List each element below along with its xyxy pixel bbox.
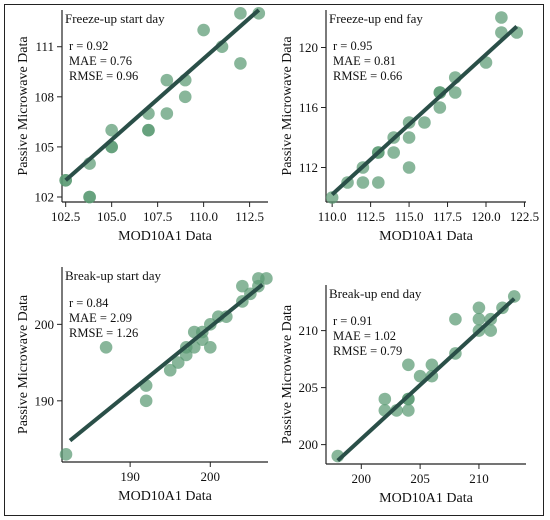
chart-panel-1: 102.5 105.0 107.5 110.0 112.5 102 105 108 111 MOD…	[16, 7, 268, 244]
x-tick-label: 200	[201, 469, 221, 484]
data-point	[378, 392, 392, 406]
data-point	[105, 123, 118, 137]
stat-mae: MAE = 1.02	[333, 329, 396, 343]
y-tick-label: 120	[299, 40, 319, 55]
data-point	[484, 324, 498, 337]
data-point	[203, 340, 217, 354]
data-point	[234, 7, 247, 20]
data-point	[160, 107, 174, 120]
chart-title: Freeze-up end fay	[329, 11, 423, 26]
data-point	[449, 312, 462, 326]
data-point	[236, 279, 249, 293]
data-point	[99, 340, 113, 354]
x-tick-label: 205	[410, 471, 430, 486]
chart-title: Break-up end day	[329, 286, 422, 301]
figure-frame	[4, 4, 544, 516]
stat-rmse: RMSE = 0.66	[333, 69, 402, 83]
x-tick-label: 210	[469, 471, 489, 486]
stat-r: r = 0.91	[333, 314, 372, 328]
chart-title: Freeze-up start day	[65, 11, 165, 26]
regression-line	[68, 283, 264, 443]
data-point	[418, 116, 431, 129]
stat-rmse: RMSE = 0.96	[69, 69, 138, 83]
x-tick-label: 122.5	[510, 209, 539, 224]
chart-panel-4: 200 205 210 200 205 210 MOD10A1 Data Passive Mi…	[280, 285, 526, 506]
x-tick-label: 117.5	[433, 209, 462, 224]
y-tick-label: 111	[35, 39, 54, 54]
x-tick-label: 120.0	[471, 209, 500, 224]
x-tick-label: 115.0	[395, 209, 424, 224]
x-tick-label: 107.5	[143, 209, 172, 224]
chart-panel-2: 110.0 112.5 115.0 117.5 120.0 122.5 112 116 120 M…	[280, 10, 539, 244]
data-point	[402, 131, 416, 144]
stat-rmse: RMSE = 0.79	[333, 344, 402, 358]
regression-line	[330, 25, 519, 196]
data-point	[197, 23, 210, 37]
data-point	[433, 101, 447, 114]
stat-r: r = 0.84	[69, 296, 109, 310]
chart-title: Break-up start day	[65, 268, 162, 283]
data-point	[402, 392, 415, 406]
y-tick-label: 200	[299, 437, 319, 452]
data-point	[402, 404, 415, 417]
stat-r: r = 0.95	[333, 39, 372, 53]
x-tick-label: 102.5	[51, 209, 80, 224]
stat-mae: MAE = 2.09	[69, 311, 132, 325]
data-point	[178, 90, 192, 104]
y-tick-label: 112	[299, 160, 318, 175]
y-tick-label: 102	[35, 189, 55, 204]
stat-mae: MAE = 0.81	[333, 54, 396, 68]
data-point	[325, 191, 339, 204]
y-tick-label: 205	[299, 380, 319, 395]
x-tick-label: 110.0	[318, 209, 347, 224]
data-point	[171, 356, 185, 369]
regression-line	[336, 297, 516, 463]
x-axis-label: MOD10A1 Data	[118, 229, 212, 244]
x-tick-label: 112.5	[235, 209, 264, 224]
data-point	[260, 272, 273, 285]
data-point	[425, 358, 439, 372]
data-point	[356, 176, 370, 189]
y-axis-label: Passive Microwave Data	[280, 304, 295, 444]
x-axis-label: MOD10A1 Data	[379, 229, 473, 244]
data-point	[59, 448, 73, 461]
x-tick-label: 105.0	[97, 209, 126, 224]
data-point	[448, 86, 462, 99]
x-tick-label: 190	[120, 469, 140, 484]
y-axis-label: Passive Microwave Data	[280, 36, 295, 176]
data-point	[413, 369, 427, 383]
stat-rmse: RMSE = 1.26	[69, 326, 138, 340]
data-point	[402, 358, 415, 372]
y-tick-label: 108	[35, 89, 55, 104]
data-point	[163, 363, 177, 377]
x-tick-label: 110.0	[189, 209, 218, 224]
y-tick-label: 190	[35, 393, 55, 408]
y-axis-label: Passive Microwave Data	[16, 36, 31, 176]
data-point	[234, 57, 247, 70]
x-axis-label: MOD10A1 Data	[379, 491, 473, 506]
x-tick-label: 200	[352, 471, 372, 486]
data-point	[472, 312, 486, 326]
data-point	[83, 190, 96, 204]
y-tick-label: 200	[35, 317, 55, 332]
data-point	[139, 394, 153, 408]
y-axis-label: Passive Microwave Data	[16, 294, 31, 434]
data-point	[142, 123, 155, 137]
data-point	[472, 301, 486, 315]
data-point	[387, 146, 400, 159]
data-point	[372, 176, 385, 189]
x-axis-label: MOD10A1 Data	[118, 489, 212, 504]
y-tick-label: 105	[35, 139, 55, 154]
y-tick-label: 210	[299, 323, 319, 338]
data-point	[160, 73, 174, 87]
data-point	[402, 161, 416, 174]
x-tick-label: 112.5	[356, 209, 385, 224]
stat-r: r = 0.92	[69, 39, 108, 53]
y-tick-label: 116	[299, 100, 319, 115]
regression-line	[64, 8, 261, 182]
chart-panel-3: 190 200 190 200 MOD10A1 Data Passive Microwav…	[16, 267, 273, 504]
stat-mae: MAE = 0.76	[69, 54, 132, 68]
data-point	[495, 11, 508, 24]
